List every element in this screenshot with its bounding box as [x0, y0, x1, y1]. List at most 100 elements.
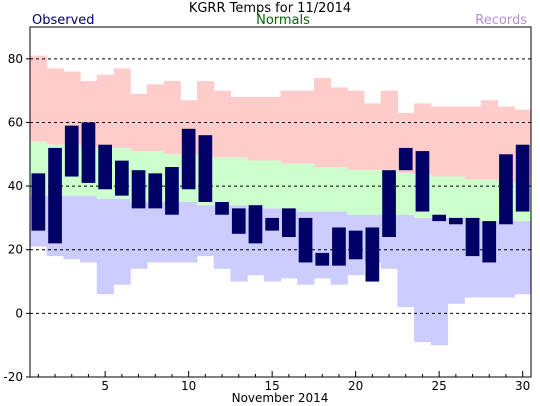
- observed-bar: [231, 208, 246, 234]
- normal-band-day: [347, 170, 365, 215]
- x-axis: 5 10 15 20 25 30: [37, 371, 530, 393]
- record-low-band-day: [313, 211, 332, 279]
- observed-bar: [332, 227, 346, 266]
- record-high-band-day: [330, 87, 348, 167]
- normal-band-day: [430, 176, 449, 218]
- record-high-band-day: [380, 90, 398, 171]
- x-tick-label: 5: [101, 379, 109, 393]
- record-high-band-day: [46, 68, 64, 145]
- legend-records: Records: [475, 13, 527, 28]
- legend-normals: Normals: [256, 13, 310, 28]
- normal-band-day: [480, 179, 499, 222]
- record-high-band-day: [263, 97, 282, 161]
- normal-band-day: [464, 179, 482, 218]
- record-high-band-day: [30, 55, 48, 142]
- observed-bar: [449, 217, 463, 225]
- normal-band-day: [330, 167, 348, 212]
- record-low-band-day: [180, 202, 198, 263]
- observed-bar: [48, 147, 62, 244]
- observed-bar: [131, 170, 146, 209]
- legend-observed: Observed: [32, 13, 95, 28]
- observed-bar: [81, 122, 96, 183]
- observed-bar: [148, 173, 163, 209]
- observed-bar: [115, 160, 129, 196]
- record-low-band-day: [414, 217, 432, 342]
- observed-bar: [482, 221, 497, 263]
- record-low-band-day: [130, 202, 148, 269]
- record-low-band-day: [213, 205, 231, 269]
- record-high-band-day: [464, 106, 482, 180]
- observed-bar: [515, 144, 530, 212]
- chart-title: KGRR Temps for 11/2014: [189, 1, 351, 16]
- observed-bar: [315, 252, 330, 266]
- y-tick-label: 60: [8, 115, 23, 129]
- observed-bar: [382, 170, 396, 237]
- record-high-band-day: [163, 81, 181, 155]
- normal-band-day: [313, 167, 332, 212]
- observed-bar: [432, 214, 446, 222]
- record-low-band-day: [397, 214, 415, 307]
- x-axis-label: November 2014: [232, 391, 329, 405]
- record-low-band-day: [63, 195, 81, 260]
- x-tick-label: 15: [265, 379, 280, 393]
- normal-band-day: [213, 157, 231, 206]
- observed-bar: [198, 135, 213, 202]
- x-tick-label: 25: [432, 379, 447, 393]
- record-low-band-day: [514, 221, 532, 295]
- record-high-band-day: [480, 100, 499, 180]
- record-high-band-day: [364, 103, 382, 171]
- plot-frame: [29, 26, 532, 378]
- record-high-band-day: [313, 77, 332, 167]
- observed-bars: [31, 122, 530, 282]
- record-low-band-day: [197, 205, 215, 257]
- observed-bar: [398, 147, 413, 171]
- observed-bar: [64, 125, 79, 177]
- y-tick-label: 20: [8, 243, 23, 257]
- observed-bar: [365, 227, 380, 282]
- record-high-band: [30, 55, 532, 183]
- record-low-band-day: [163, 202, 181, 263]
- observed-bar: [465, 217, 480, 257]
- record-high-band-day: [430, 106, 449, 177]
- record-low-band-day: [447, 217, 465, 304]
- x-tick-label: 10: [181, 379, 196, 393]
- normal-band-day: [297, 163, 315, 212]
- y-tick-label: 0: [15, 306, 23, 320]
- record-high-band-day: [297, 90, 315, 164]
- record-high-band-day: [280, 90, 298, 164]
- record-high-band-day: [247, 97, 265, 161]
- record-low-band-day: [80, 195, 98, 263]
- observed-bar: [181, 128, 196, 190]
- observed-bar: [282, 208, 296, 237]
- record-low-band-day: [113, 198, 131, 285]
- y-tick-label: 40: [8, 179, 23, 193]
- record-high-band-day: [230, 97, 248, 158]
- record-high-band-day: [96, 74, 115, 148]
- normal-band-day: [230, 157, 248, 206]
- normal-band-day: [263, 160, 282, 209]
- normal-band-day: [247, 160, 265, 209]
- record-high-band-day: [213, 90, 231, 158]
- record-high-band-day: [447, 106, 465, 177]
- observed-bar: [215, 202, 229, 215]
- observed-bar: [415, 151, 430, 212]
- y-axis: -20 0 20 40 60 80: [3, 52, 30, 384]
- normal-band-day: [364, 170, 382, 215]
- record-low-band-day: [430, 217, 449, 346]
- observed-bar: [348, 230, 363, 260]
- observed-bar: [31, 173, 46, 231]
- record-low-band-day: [146, 202, 165, 263]
- y-tick-label: -20: [3, 370, 23, 384]
- record-high-band-day: [347, 90, 365, 171]
- normal-band-day: [447, 176, 465, 218]
- x-tick-label: 30: [515, 379, 530, 393]
- observed-bar: [265, 217, 279, 231]
- observed-bar: [298, 217, 313, 263]
- record-high-band-day: [113, 68, 131, 148]
- normal-band-day: [397, 173, 415, 215]
- y-tick-label: 80: [8, 52, 23, 66]
- observed-bar: [165, 167, 179, 215]
- observed-bar: [499, 154, 513, 225]
- observed-bar: [248, 205, 263, 244]
